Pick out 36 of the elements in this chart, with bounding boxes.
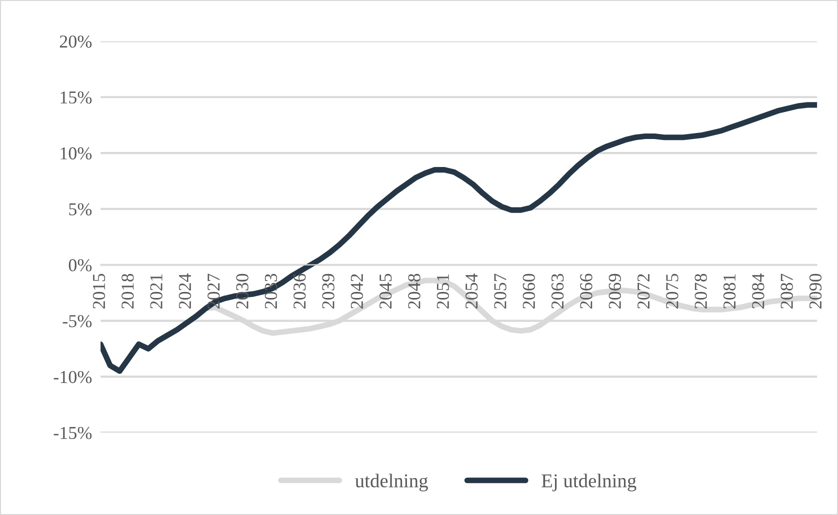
y-tick-label: 15% <box>60 91 92 104</box>
x-tick-label: 2090 <box>809 274 822 309</box>
x-tick-label: 2039 <box>322 274 334 309</box>
x-tick-label: 2030 <box>236 274 248 309</box>
x-tick-label: 2063 <box>551 274 564 309</box>
x-tick-label: 2078 <box>694 274 707 309</box>
x-tick-label: 2018 <box>122 274 134 309</box>
x-tick-label: 2084 <box>752 273 764 309</box>
x-tick-label: 2075 <box>666 274 678 309</box>
x-tick-label: 2045 <box>379 274 392 309</box>
x-tick-label: 2066 <box>580 274 592 309</box>
y-tick-label: -5% <box>62 315 92 328</box>
x-tick-label: 2048 <box>408 274 420 309</box>
x-tick-label: 2027 <box>208 274 220 309</box>
x-tick-label: 2057 <box>494 274 506 309</box>
y-tick-label: 10% <box>60 147 92 160</box>
x-tick-label: 2024 <box>178 273 192 309</box>
x-tick-label: 2015 <box>92 274 106 309</box>
x-tick-label: 2021 <box>150 274 162 309</box>
x-tick-label: 2060 <box>522 274 535 309</box>
y-tick-label: 0% <box>68 259 92 272</box>
y-tick-label: 5% <box>69 203 92 216</box>
x-tick-label: 2069 <box>608 274 621 309</box>
x-tick-label: 2036 <box>294 274 306 309</box>
x-tick-label: 2054 <box>465 273 478 309</box>
y-tick-label: 20% <box>60 35 92 48</box>
legend-label: utdelning <box>355 474 428 492</box>
x-tick-label: 2081 <box>723 274 736 309</box>
y-tick-label: -10% <box>54 370 92 384</box>
x-tick-label: 2033 <box>264 274 278 309</box>
x-tick-label: 2087 <box>780 274 793 309</box>
y-tick-label: -15% <box>54 426 92 440</box>
x-tick-label: 2042 <box>350 274 364 309</box>
x-tick-label: 2051 <box>436 274 449 309</box>
x-tick-label: 2072 <box>637 274 650 309</box>
legend-label: Ej utdelning <box>542 474 636 492</box>
